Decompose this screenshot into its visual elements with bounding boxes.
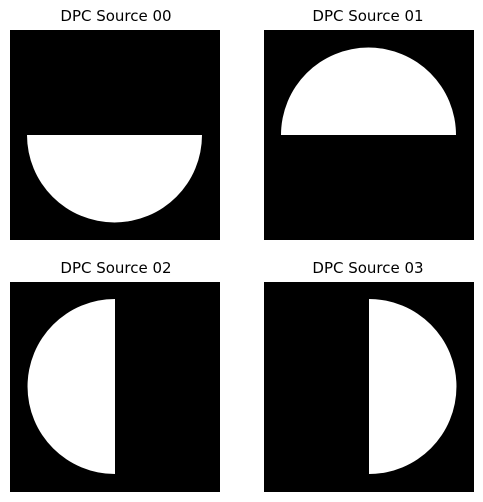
left-half-disk <box>27 299 116 474</box>
panel-title: DPC Source 00 <box>60 7 172 25</box>
top-half-disk <box>281 47 456 136</box>
dpc-source-03-image <box>369 299 457 474</box>
dpc-source-01-image <box>281 47 456 136</box>
dpc-source-00-image <box>27 135 202 223</box>
dpc-source-03-panel <box>264 282 474 492</box>
dpc-source-00-panel <box>10 30 220 240</box>
right-half-disk <box>369 299 457 474</box>
panel-title: DPC Source 01 <box>312 7 424 25</box>
dpc-source-02-image <box>27 299 116 474</box>
panel-title: DPC Source 02 <box>60 259 172 277</box>
dpc-source-01-panel <box>264 30 474 240</box>
panel-title: DPC Source 03 <box>312 259 424 277</box>
dpc-source-02-panel <box>10 282 220 492</box>
bottom-half-disk <box>27 135 202 223</box>
